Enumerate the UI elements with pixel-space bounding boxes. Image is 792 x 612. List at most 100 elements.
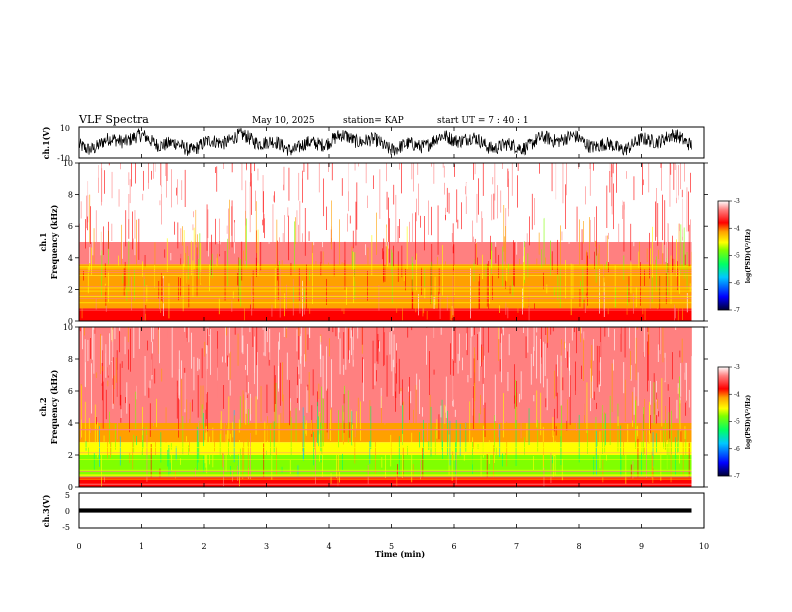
ch2-spec-streak xyxy=(555,364,557,397)
ch2-spec-streak xyxy=(635,396,637,427)
ch1-spec-streak xyxy=(530,171,532,215)
ch1-spec-streak xyxy=(210,174,211,186)
ch2-spec-streak xyxy=(571,327,573,341)
ch2-spec-streak xyxy=(560,436,562,466)
ch1-spec-streak xyxy=(158,179,160,206)
ch2-spec-streak xyxy=(321,386,322,433)
ch2-spec-streak xyxy=(255,396,257,435)
ch2-spec-streak xyxy=(498,327,499,361)
ch2-spec-streak xyxy=(312,369,314,396)
ch2-spec-streak xyxy=(107,367,109,378)
ch2-spec-streak xyxy=(107,380,109,387)
ch2-spec-streak xyxy=(315,437,316,485)
ch2-spectrogram-ylabel-2: Frequency (kHz) xyxy=(49,369,59,444)
ch1-spec-streak xyxy=(606,185,608,228)
ch2-spec-streak xyxy=(243,394,244,441)
ch2-spec-streak xyxy=(105,344,107,378)
ch2-spec-streak xyxy=(209,327,211,335)
ch1-spec-streak xyxy=(215,206,217,236)
ch2-spec-streak xyxy=(669,415,671,425)
ch3-waveform-trace xyxy=(79,508,692,513)
ch2-spec-streak xyxy=(637,372,639,406)
ch2-spec-streak xyxy=(620,456,622,476)
ch2-spec-streak xyxy=(107,423,108,459)
ch2-spec-streak xyxy=(499,424,501,457)
ch2-spec-streak xyxy=(428,441,430,450)
ch1-spec-streak xyxy=(136,196,137,220)
ch2-spec-streak xyxy=(465,371,467,379)
ch1-spec-streak xyxy=(511,163,513,196)
ch2-spec-streak xyxy=(320,455,322,463)
ch1-spec-ytick-label: 10 xyxy=(63,159,73,168)
ch2-spec-streak xyxy=(678,387,680,394)
ch1-spec-streak xyxy=(524,178,526,227)
ch1-spec-streak xyxy=(493,193,495,220)
ch2-spec-streak xyxy=(379,341,381,377)
ch2-spec-streak xyxy=(150,444,152,486)
ch1-spec-streak xyxy=(373,175,374,189)
ch2-spec-nodata xyxy=(691,327,704,487)
ch2-spec-streak xyxy=(613,359,614,371)
ch1-spec-streak xyxy=(144,191,145,236)
ch2-spec-streak xyxy=(540,392,542,436)
ch1-spec-streak xyxy=(229,163,230,176)
ch1-spec-streak xyxy=(476,193,478,223)
ch2-spec-streak xyxy=(668,412,670,465)
ch1-spec-streak xyxy=(644,269,645,286)
ch1-spec-streak xyxy=(161,269,163,284)
ch1-spec-streak xyxy=(683,227,685,279)
ch1-spec-streak xyxy=(194,186,195,234)
ch1-spec-streak xyxy=(523,225,525,263)
ch1-spec-streak xyxy=(307,163,309,180)
ch1-spec-streak xyxy=(168,283,170,319)
ch1-spec-streak xyxy=(399,219,400,238)
ch1-spec-streak xyxy=(254,182,256,232)
ch1-spec-streak xyxy=(304,288,305,303)
ch1-spec-streak xyxy=(220,221,222,240)
ch1-spec-streak xyxy=(347,213,348,232)
ch1-spec-streak xyxy=(608,232,609,240)
ch1-spec-streak xyxy=(355,201,357,246)
ch1-spec-streak xyxy=(593,163,594,171)
ch3-ytick-mid: 0 xyxy=(65,507,70,516)
ch1-spec-streak xyxy=(176,187,177,196)
ch1-spec-streak xyxy=(674,304,675,321)
ch2-spec-streak xyxy=(576,327,577,354)
ch1-spec-streak xyxy=(108,221,109,249)
ch1-spec-streak xyxy=(583,299,585,310)
ch1-spec-streak xyxy=(87,216,88,231)
ch1-spec-streak xyxy=(381,188,382,217)
ch1-spec-streak xyxy=(586,250,587,294)
ch1-spec-streak xyxy=(534,303,535,316)
ch1-spec-streak xyxy=(474,163,475,175)
ch2-spec-streak xyxy=(226,400,227,426)
ch1-spec-streak xyxy=(237,272,238,286)
ch1-spec-streak xyxy=(312,253,313,304)
ch1-spec-streak xyxy=(620,201,621,221)
ch1-spec-streak xyxy=(337,175,339,192)
ch2-spec-streak xyxy=(586,382,588,433)
ch1-spec-streak xyxy=(263,214,265,224)
ch2-spec-streak xyxy=(502,408,504,431)
ch1-spec-streak xyxy=(82,223,83,237)
ch1-spec-streak xyxy=(690,172,691,193)
ch2-spec-streak xyxy=(318,383,320,399)
ch2-spec-streak xyxy=(266,384,268,413)
ch1-spec-streak xyxy=(449,305,451,321)
ch1-spec-streak xyxy=(294,221,295,272)
ch1-spec-streak xyxy=(160,276,161,313)
ch3-waveform-ylabel: ch.3(V) xyxy=(41,494,51,527)
ch1-spec-streak xyxy=(352,251,353,270)
ch2-spec-streak xyxy=(282,327,284,332)
ch2-spec-streak xyxy=(536,335,537,379)
ch1-spec-streak xyxy=(477,257,478,265)
ch2-spec-streak xyxy=(228,396,230,439)
ch2-spec-streak xyxy=(609,395,611,445)
ch2-spec-streak xyxy=(184,372,186,413)
ch2-spec-streak xyxy=(178,369,180,396)
ch1-spec-streak xyxy=(320,217,321,231)
ch1-spec-streak xyxy=(281,260,283,283)
ch1-spec-streak xyxy=(217,197,219,244)
ch2-spec-streak xyxy=(593,456,595,475)
